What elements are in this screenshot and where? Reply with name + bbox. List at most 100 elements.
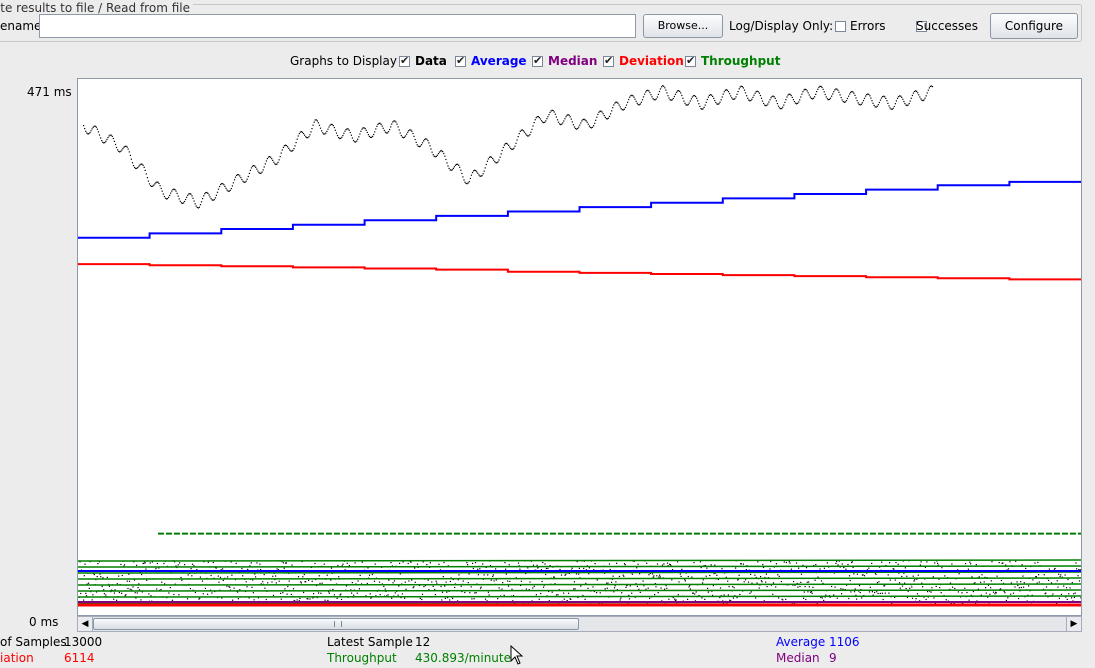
data-point [756, 90, 758, 92]
data-point [339, 137, 341, 140]
data-point [689, 100, 691, 102]
data-point [362, 127, 364, 129]
data-point [552, 110, 554, 112]
data-point [778, 597, 780, 599]
data-point [1060, 593, 1063, 595]
data-point [341, 136, 343, 138]
data-point [926, 92, 928, 94]
data-point [629, 585, 631, 587]
legend-average[interactable]: Average [455, 54, 527, 70]
data-point [762, 563, 764, 566]
data-point [207, 593, 209, 595]
data-point [366, 582, 368, 585]
data-point [654, 99, 656, 101]
data-point [473, 598, 475, 600]
data-point [98, 134, 101, 136]
data-point [354, 562, 356, 564]
successes-checkbox[interactable] [915, 21, 927, 32]
data-point [361, 561, 363, 563]
data-point [228, 586, 230, 588]
data-point [523, 131, 526, 133]
data-point [702, 108, 704, 110]
legend-median[interactable]: Median [532, 54, 597, 70]
data-point [815, 93, 817, 95]
data-point [570, 598, 572, 600]
data-point [810, 591, 812, 593]
data-point [322, 132, 324, 134]
data-point [560, 574, 563, 576]
data-point [438, 563, 440, 565]
scroll-left-arrow-icon[interactable]: ◀ [78, 617, 93, 631]
data-point [162, 193, 164, 195]
data-point [328, 592, 330, 594]
data-point [723, 91, 725, 93]
throughput-label: Throughput [327, 651, 397, 665]
filename-input[interactable] [39, 14, 636, 38]
browse-button[interactable]: Browse... [643, 14, 723, 38]
data-point [651, 573, 654, 575]
data-point [888, 592, 890, 594]
data-point [427, 140, 429, 142]
data-point [578, 573, 580, 575]
scroll-right-arrow-icon[interactable]: ▶ [1066, 617, 1081, 631]
throughput-checkbox[interactable] [685, 54, 696, 67]
legend-deviation[interactable]: Deviation [603, 54, 684, 70]
configure-button[interactable]: Configure [990, 13, 1078, 39]
data-point [297, 576, 300, 578]
data-point [367, 567, 369, 569]
data-point [88, 133, 90, 135]
data-point [201, 580, 204, 582]
data-point [807, 92, 809, 94]
data-point [470, 586, 472, 588]
data-point [755, 597, 757, 599]
data-point [614, 585, 616, 587]
data-point [642, 96, 645, 98]
data-point [466, 562, 468, 564]
data-point [458, 574, 460, 576]
data-point [239, 589, 241, 591]
data-point [179, 562, 181, 564]
data-point [840, 588, 842, 590]
data-point [704, 565, 707, 567]
data-point [584, 119, 586, 121]
data-point [790, 94, 792, 97]
data-point [765, 581, 767, 583]
data-point [310, 131, 312, 133]
horizontal-scrollbar[interactable]: ◀ ▶ [77, 616, 1082, 632]
data-point [287, 146, 289, 148]
data-point [489, 565, 492, 567]
scroll-thumb[interactable] [93, 618, 579, 630]
data-point [643, 585, 645, 587]
data-point [1037, 561, 1039, 564]
data-point [102, 577, 104, 579]
deviation-checkbox[interactable] [603, 54, 614, 67]
data-point [207, 561, 209, 563]
data-point [593, 125, 595, 127]
data-point [193, 565, 195, 567]
data-point [329, 124, 331, 126]
data-point [505, 142, 508, 144]
data-point [595, 119, 597, 121]
data-point [285, 145, 288, 147]
data-checkbox[interactable] [399, 54, 410, 67]
data-point [629, 96, 631, 98]
errors-checkbox[interactable] [835, 21, 846, 32]
data-point [122, 147, 124, 150]
data-point [241, 179, 243, 181]
data-point [722, 93, 724, 95]
data-point [862, 574, 864, 576]
average-checkbox[interactable] [455, 54, 466, 67]
data-point [132, 165, 135, 167]
data-point [706, 98, 708, 101]
data-point [894, 596, 896, 598]
median-checkbox[interactable] [532, 54, 543, 67]
data-point [257, 170, 259, 172]
data-point [138, 583, 140, 585]
data-point [829, 97, 832, 99]
legend-data[interactable]: Data [399, 54, 449, 70]
data-point [593, 590, 595, 593]
data-point [903, 572, 905, 574]
legend-throughput[interactable]: Throughput [685, 54, 780, 70]
data-point [387, 594, 389, 596]
data-point [305, 136, 307, 138]
